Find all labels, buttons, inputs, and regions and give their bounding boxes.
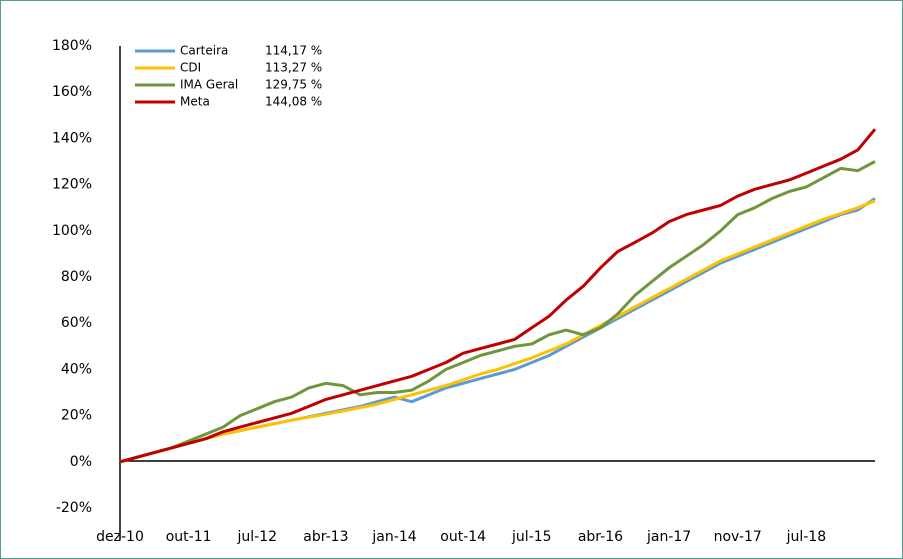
x-tick-label: out-14 [440,529,486,545]
legend-value: 113,27 % [265,61,322,75]
y-tick-label: 60% [61,315,92,331]
x-tick-label: jan-17 [646,529,691,545]
x-tick-label: jan-14 [371,529,416,545]
y-tick-label: 20% [61,408,92,424]
legend-label: CDI [180,61,201,75]
series-line [119,128,877,464]
x-tick-label: abr-13 [303,529,348,545]
y-tick-label: 80% [61,269,92,285]
legend-label: Meta [180,95,210,109]
y-tick-label: 160% [52,84,92,100]
y-tick-label: 0% [70,454,92,470]
y-tick-label: 100% [52,223,92,239]
legend-value: 144,08 % [265,95,322,109]
y-tick-label: 180% [52,38,92,54]
legend-label: Carteira [180,44,228,58]
y-tick-label: 140% [52,130,92,146]
x-tick-label: abr-16 [578,529,623,545]
y-tick-label: 40% [61,361,92,377]
y-tick-label: -20% [56,500,92,516]
x-tick-label: jul-15 [511,529,552,545]
x-tick-label: jul-12 [237,529,278,545]
x-tick-label: out-11 [166,529,212,545]
legend-label: IMA Geral [180,78,238,92]
series-line [119,160,876,464]
x-tick-label: nov-17 [714,529,762,545]
x-tick-label: jul-18 [786,529,827,545]
legend-value: 114,17 % [265,44,322,58]
y-tick-label: 120% [52,177,92,193]
series-line [119,199,876,464]
legend-value: 129,75 % [265,78,322,92]
x-tick-label: dez-10 [96,529,144,545]
